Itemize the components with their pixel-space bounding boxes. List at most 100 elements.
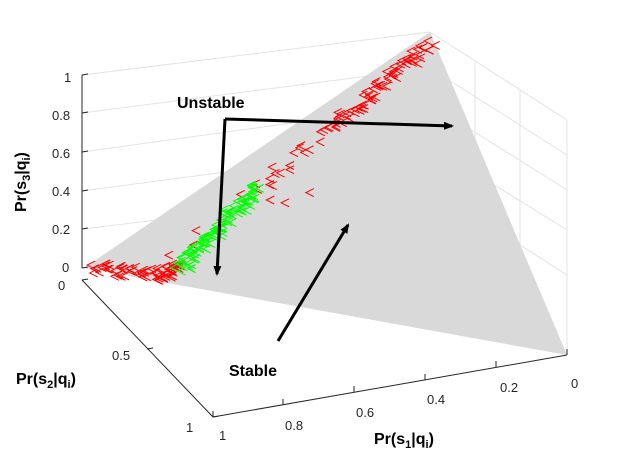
data-point xyxy=(130,262,140,272)
data-point xyxy=(415,53,426,63)
data-point xyxy=(161,272,171,281)
data-point xyxy=(248,191,259,201)
y-axis-label: Pr(s2|qi) xyxy=(16,371,76,391)
data-point xyxy=(344,113,355,123)
data-point xyxy=(284,165,295,175)
data-point xyxy=(152,264,162,273)
data-point xyxy=(368,93,378,103)
data-point xyxy=(279,198,290,208)
data-point xyxy=(124,264,135,274)
data-point xyxy=(203,231,213,241)
data-point xyxy=(423,36,433,46)
data-point xyxy=(191,226,201,236)
data-point xyxy=(199,243,209,253)
data-point xyxy=(191,253,201,263)
x-tick-labels: 1 0.8 0.6 0.4 0.2 0 xyxy=(219,376,578,443)
data-point xyxy=(102,264,113,274)
data-point xyxy=(169,263,179,273)
x-tick-label: 0 xyxy=(571,376,578,391)
data-point xyxy=(198,238,208,248)
data-point xyxy=(222,217,233,227)
data-point xyxy=(413,59,423,68)
data-point xyxy=(381,81,392,91)
data-point xyxy=(267,181,278,191)
data-point xyxy=(85,260,96,270)
z-tick-label: 0.8 xyxy=(52,108,70,123)
data-point xyxy=(296,141,306,151)
data-point xyxy=(236,202,246,212)
data-point xyxy=(155,272,166,282)
data-point xyxy=(163,250,174,260)
data-point xyxy=(394,63,404,73)
data-point xyxy=(245,201,256,210)
data-point xyxy=(228,201,238,211)
data-point xyxy=(236,195,247,205)
data-point xyxy=(116,271,126,281)
front-axes xyxy=(81,73,568,418)
data-point xyxy=(430,40,440,50)
data-point xyxy=(227,218,237,228)
data-point xyxy=(172,258,183,268)
data-point xyxy=(240,192,250,202)
z-tick-label: 1 xyxy=(64,70,71,85)
y-tick-labels: 0 0.5 1 xyxy=(58,278,193,435)
data-point xyxy=(227,210,237,220)
data-point xyxy=(386,69,397,79)
data-points xyxy=(85,36,440,285)
unstable-annotation: Unstable xyxy=(177,95,245,112)
data-point xyxy=(406,46,416,56)
data-point xyxy=(315,127,326,137)
data-point xyxy=(118,264,128,274)
stable-arrow xyxy=(276,223,350,342)
stable-annotation: Stable xyxy=(229,363,277,380)
data-point xyxy=(223,207,233,217)
x-tick-label: 0.8 xyxy=(285,418,303,433)
data-point xyxy=(389,61,399,71)
data-point xyxy=(335,109,346,119)
data-point xyxy=(289,148,299,158)
data-point xyxy=(395,59,406,69)
data-point xyxy=(353,102,363,112)
data-point xyxy=(264,174,275,184)
data-point xyxy=(141,272,152,282)
data-point xyxy=(359,104,369,113)
data-point xyxy=(402,56,413,66)
data-point xyxy=(383,74,393,84)
data-point xyxy=(159,269,169,279)
data-point xyxy=(246,180,256,190)
data-point xyxy=(373,81,383,91)
z-tick-label: 0.4 xyxy=(52,184,70,199)
data-point xyxy=(360,87,371,96)
unstable-arrow-upper xyxy=(224,117,454,130)
data-point xyxy=(185,245,195,255)
data-point xyxy=(414,50,425,60)
unstable-arrow-lower xyxy=(213,118,227,276)
data-point xyxy=(275,168,285,178)
data-point xyxy=(195,244,205,254)
data-point xyxy=(324,122,334,132)
x-axis-label: Pr(s1|qi) xyxy=(374,431,434,451)
data-point xyxy=(188,243,198,253)
data-point xyxy=(315,137,325,147)
z-tick-labels: 0 0.2 0.4 0.6 0.8 1 xyxy=(52,70,71,275)
y-tick-label: 1 xyxy=(186,420,193,435)
data-point xyxy=(153,275,163,285)
y-tick-label: 0.5 xyxy=(112,348,130,363)
data-point xyxy=(88,268,98,278)
annotation-arrows xyxy=(213,117,454,342)
data-point xyxy=(304,145,314,155)
data-point xyxy=(331,122,341,132)
data-point xyxy=(104,260,114,270)
data-point xyxy=(188,240,198,250)
data-point xyxy=(378,81,388,91)
data-point xyxy=(100,259,110,269)
data-point xyxy=(304,188,315,198)
data-point xyxy=(334,111,345,121)
z-axis-label: Pr(s3|qi) xyxy=(13,152,33,212)
data-point xyxy=(183,248,193,258)
data-point xyxy=(223,210,233,220)
y-tick-label: 0 xyxy=(58,278,65,293)
data-point xyxy=(265,195,275,205)
data-point xyxy=(417,43,427,53)
